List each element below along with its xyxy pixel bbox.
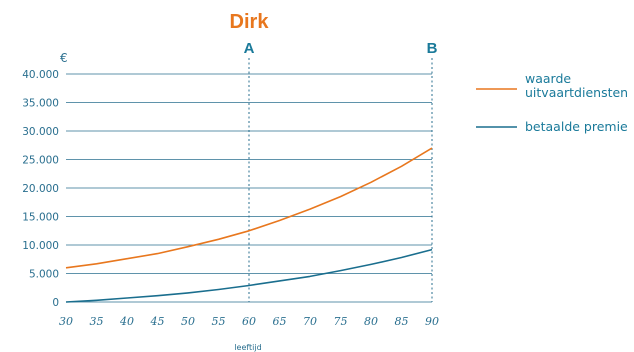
x-axis-label: leeftijd [234,343,261,352]
y-tick-labels: 0 5.000 10.000 15.000 20.000 25.000 30.000 35.0… [22,69,59,309]
chart-title: Dirk [230,11,270,33]
y-tick-label: 10.000 [22,240,59,252]
series-lines [65,147,433,303]
x-tick-label: 50 [181,315,195,328]
y-tick-label: 30.000 [22,126,59,138]
x-tick-label: 35 [90,315,104,328]
legend-label: betaalde premie [525,119,628,134]
series-line [65,147,433,269]
y-tick-label: 25.000 [22,155,59,167]
x-tick-label: 80 [364,315,378,328]
x-tick-label: 60 [242,315,256,328]
x-tick-label: 55 [212,315,226,328]
x-tick-label: 70 [303,315,317,328]
x-tick-label: 90 [425,315,439,328]
y-tick-label: 20.000 [22,183,59,195]
x-tick-labels: 30 35 40 45 50 55 60 65 70 75 80 85 90 [59,315,439,328]
y-axis-label: € [60,51,68,65]
y-tick-label: 15.000 [22,212,59,224]
y-tick-label: 0 [52,297,59,309]
x-tick-label: 30 [59,315,73,328]
x-tick-label: 65 [273,315,287,328]
marker-label: A [244,40,255,57]
gridlines [66,73,432,303]
series-line [65,248,433,303]
x-tick-label: 45 [150,315,165,328]
legend-label: uitvaartdiensten [525,85,628,100]
y-tick-label: 5.000 [29,269,59,281]
y-tick-label: 35.000 [22,98,59,110]
x-tick-label: 85 [395,315,409,328]
legend-label: waarde [525,71,571,86]
y-tick-label: 40.000 [22,69,59,81]
x-tick-label: 75 [334,315,348,328]
x-tick-label: 40 [119,315,134,328]
marker-label: B [427,40,438,57]
